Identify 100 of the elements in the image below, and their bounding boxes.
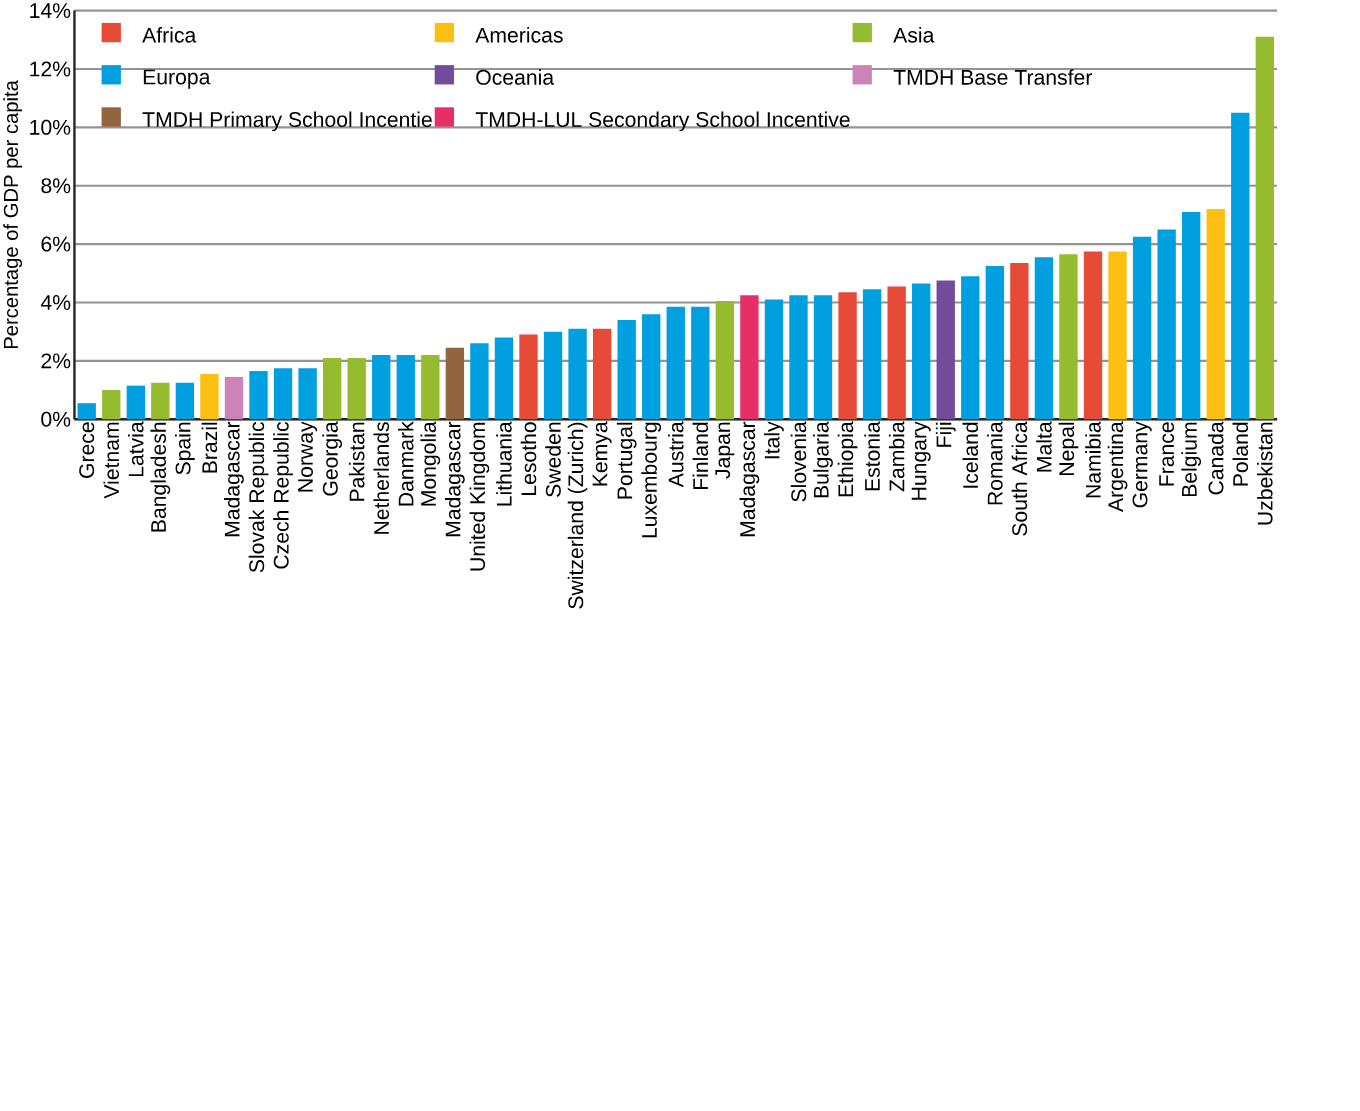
x-tick-label: Uzbekistan — [1257, 422, 1273, 525]
x-tick-label: Danmark — [398, 421, 414, 506]
y-tick-label: 4% — [40, 295, 71, 310]
bar — [470, 343, 489, 420]
y-tick-label: 0% — [41, 411, 71, 427]
bar — [322, 357, 342, 420]
bar — [298, 368, 317, 420]
x-tick-label: Spain — [175, 422, 195, 475]
bar — [543, 331, 563, 420]
legend-label: Europa — [143, 69, 211, 89]
bar — [421, 355, 440, 420]
x-tick-label: Zambia — [888, 421, 905, 492]
bar — [838, 292, 857, 420]
x-tick-label: Georgia — [322, 421, 343, 496]
bar — [126, 385, 145, 420]
bar — [347, 357, 366, 420]
bar — [691, 306, 710, 420]
x-tick-label: Pakistan — [348, 422, 365, 501]
x-tick-label: Grece — [79, 422, 95, 478]
x-tick-label: France — [1159, 422, 1175, 486]
x-tick-label: Poland — [1232, 422, 1249, 486]
bar — [813, 295, 833, 420]
legend-label: Africa — [142, 27, 197, 43]
x-tick-label: Vietnam — [103, 422, 120, 499]
x-tick-label: Japan — [715, 422, 735, 479]
x-tick-label: Fiji — [935, 422, 956, 447]
y-tick-label: 6% — [41, 236, 71, 252]
legend-label: TMDH Primary School Incentie — [142, 111, 432, 132]
y-tick-label: 14% — [30, 3, 71, 19]
x-tick-label: Madagascar — [224, 421, 244, 537]
x-tick-label: Argentina — [1107, 421, 1128, 512]
x-tick-label: Lithuania — [496, 421, 512, 506]
bar — [77, 403, 96, 420]
bar — [519, 334, 538, 420]
y-tick-label: 2% — [41, 353, 71, 369]
x-tick-label: Hungary — [911, 421, 931, 500]
x-tick-label: Czech Republic — [273, 421, 293, 569]
legend-label: Asia — [893, 27, 935, 43]
bar — [175, 382, 195, 420]
bar — [887, 286, 906, 420]
bar — [1231, 112, 1250, 420]
bar — [912, 283, 931, 420]
legend-label: Americas — [475, 27, 563, 43]
bar — [985, 266, 1005, 420]
bar — [1132, 236, 1152, 420]
x-tick-label: South Africa — [1011, 421, 1028, 536]
x-tick-label: Malta — [1036, 421, 1052, 472]
x-tick-label: Madagascar — [444, 421, 465, 537]
x-tick-label: Nepal — [1058, 422, 1079, 475]
bar — [249, 371, 268, 420]
y-tick-label: 12% — [30, 61, 71, 77]
bar — [200, 373, 219, 420]
bar — [764, 299, 784, 420]
bar — [789, 295, 808, 420]
x-tick-label: Portugal — [616, 422, 637, 499]
bar — [642, 314, 661, 420]
x-tick-label: Bulgaria — [813, 421, 833, 498]
y-tick-label: 8% — [41, 178, 71, 194]
legend-label: TMDH Base Transfer — [893, 69, 1093, 85]
x-tick-label: Kemya — [592, 421, 612, 486]
bar — [715, 301, 735, 420]
x-tick-label: Finland — [692, 422, 709, 490]
x-tick-label: Sweden — [545, 422, 561, 497]
bar — [740, 295, 759, 420]
y-tick-label: 10% — [30, 119, 71, 135]
bar — [1108, 251, 1127, 420]
x-tick-label: Mongolia — [420, 421, 441, 506]
bar — [1083, 251, 1103, 420]
bar — [445, 347, 465, 420]
x-tick-label: Luxembourg — [641, 422, 662, 538]
bar — [862, 289, 882, 420]
x-tick-label: Austria — [667, 421, 684, 488]
x-tick-label: Netherlands — [373, 422, 390, 534]
x-tick-label: Bangladesh — [150, 422, 171, 532]
bar — [1157, 229, 1176, 420]
bar — [961, 276, 980, 420]
x-tick-label: Romania — [987, 421, 1003, 505]
bar — [102, 390, 121, 420]
bar — [1255, 36, 1274, 420]
bar — [592, 328, 612, 420]
x-tick-label: Slovenia — [790, 421, 807, 502]
bar — [936, 280, 955, 420]
bar — [1034, 257, 1054, 420]
bar — [1010, 263, 1029, 420]
x-tick-label: Estonia — [864, 421, 880, 491]
x-tick-label: Belgium — [1181, 422, 1202, 497]
x-tick-label: Namibia — [1085, 421, 1101, 498]
x-tick-label: Ethiopia — [837, 421, 858, 497]
y-axis-title: Percentage of GDP per capita — [3, 80, 23, 349]
bar — [1182, 212, 1201, 420]
x-tick-label: United Kingdom — [469, 422, 490, 571]
bar — [666, 306, 685, 420]
legend-label: Oceania — [476, 69, 555, 85]
bar — [396, 355, 415, 420]
x-tick-label: Latvia — [128, 421, 144, 477]
bar — [568, 328, 587, 420]
x-tick-label: Madagascar — [739, 421, 760, 537]
bar — [273, 368, 293, 420]
x-tick-label: Switzerland (Zurich) — [567, 422, 588, 609]
x-tick-label: Canada — [1207, 421, 1224, 495]
